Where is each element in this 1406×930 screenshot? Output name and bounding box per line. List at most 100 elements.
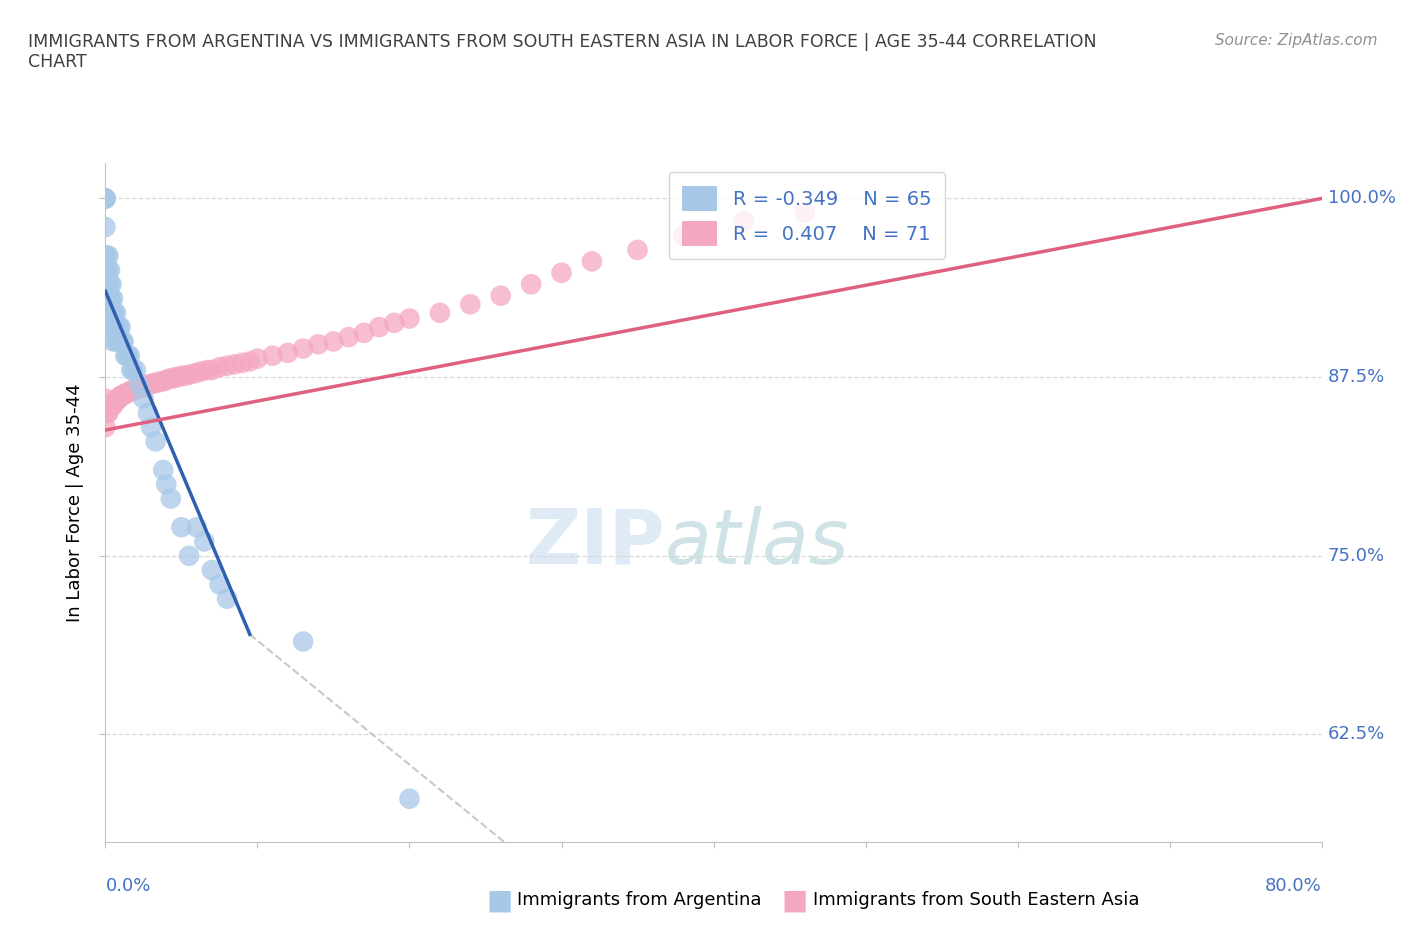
Point (94, 219, 117, 234)
Text: 75.0%: 75.0% (1327, 547, 1385, 565)
Point (96, 291, 118, 306)
Point (145, 434, 167, 449)
Point (429, 305, 451, 320)
Point (105, 394, 128, 409)
Point (353, 326, 375, 340)
Point (152, 374, 174, 389)
Point (96, 248, 118, 263)
Point (115, 348, 138, 363)
Point (793, 206, 815, 220)
Point (111, 334, 134, 349)
Point (115, 385, 138, 400)
Point (201, 563, 224, 578)
Point (672, 228, 695, 243)
Point (105, 305, 128, 320)
Point (149, 374, 172, 389)
Point (121, 363, 143, 378)
Point (112, 387, 135, 402)
Point (246, 352, 269, 366)
Point (100, 398, 122, 413)
Text: Immigrants from South Eastern Asia: Immigrants from South Eastern Asia (813, 891, 1139, 910)
Point (170, 368, 193, 383)
Point (217, 358, 239, 373)
Point (186, 365, 208, 380)
Point (337, 329, 360, 344)
Point (107, 392, 129, 406)
Point (231, 355, 253, 370)
Point (94, 248, 117, 263)
Point (100, 277, 122, 292)
Point (98, 291, 121, 306)
Point (136, 377, 159, 392)
Point (398, 312, 420, 326)
Point (107, 334, 129, 349)
Point (94, 191, 117, 206)
Point (159, 491, 181, 506)
Point (489, 288, 512, 303)
Point (94, 392, 117, 406)
Point (208, 577, 231, 591)
Point (94, 191, 117, 206)
Point (131, 379, 153, 394)
Point (155, 373, 177, 388)
Point (97, 277, 120, 292)
Point (112, 334, 135, 349)
Y-axis label: In Labor Force | Age 35-44: In Labor Force | Age 35-44 (66, 383, 84, 621)
Point (101, 320, 124, 335)
Text: 100.0%: 100.0% (1327, 190, 1396, 207)
Point (97, 320, 120, 335)
Point (94, 277, 117, 292)
Point (114, 387, 136, 402)
Point (292, 341, 315, 356)
Legend: R = -0.349    N = 65, R =  0.407    N = 71: R = -0.349 N = 65, R = 0.407 N = 71 (668, 172, 945, 259)
Point (103, 394, 125, 409)
Point (108, 392, 131, 406)
Point (98, 320, 121, 335)
Point (550, 265, 572, 280)
Point (118, 384, 141, 399)
Point (581, 254, 603, 269)
Point (120, 363, 142, 378)
Text: 87.5%: 87.5% (1327, 368, 1385, 386)
Point (322, 334, 344, 349)
Point (117, 385, 139, 400)
Point (193, 534, 215, 549)
Point (114, 348, 136, 363)
Point (96, 262, 118, 277)
Point (128, 377, 150, 392)
Text: atlas: atlas (665, 506, 849, 580)
Point (98, 277, 121, 292)
Point (136, 405, 159, 420)
Point (134, 379, 156, 394)
Point (398, 791, 420, 806)
Point (98, 262, 121, 277)
Point (94, 262, 117, 277)
Point (190, 364, 212, 379)
Text: Immigrants from Argentina: Immigrants from Argentina (517, 891, 762, 910)
Point (217, 591, 239, 606)
Point (155, 477, 177, 492)
Point (180, 366, 202, 381)
Point (143, 376, 166, 391)
Point (101, 305, 124, 320)
Point (128, 381, 150, 396)
Point (100, 291, 122, 306)
Point (186, 520, 208, 535)
Point (224, 357, 246, 372)
Point (97, 405, 120, 420)
Point (174, 368, 197, 383)
Point (125, 381, 148, 396)
Point (110, 389, 132, 404)
Point (170, 520, 193, 535)
Point (307, 337, 329, 352)
Text: 62.5%: 62.5% (1327, 725, 1385, 743)
Point (101, 334, 124, 349)
Point (117, 348, 139, 363)
Point (162, 371, 184, 386)
Point (733, 214, 755, 229)
Point (97, 291, 120, 306)
Point (120, 384, 142, 399)
Point (110, 320, 132, 335)
Point (110, 334, 132, 349)
Text: ■: ■ (782, 886, 807, 914)
